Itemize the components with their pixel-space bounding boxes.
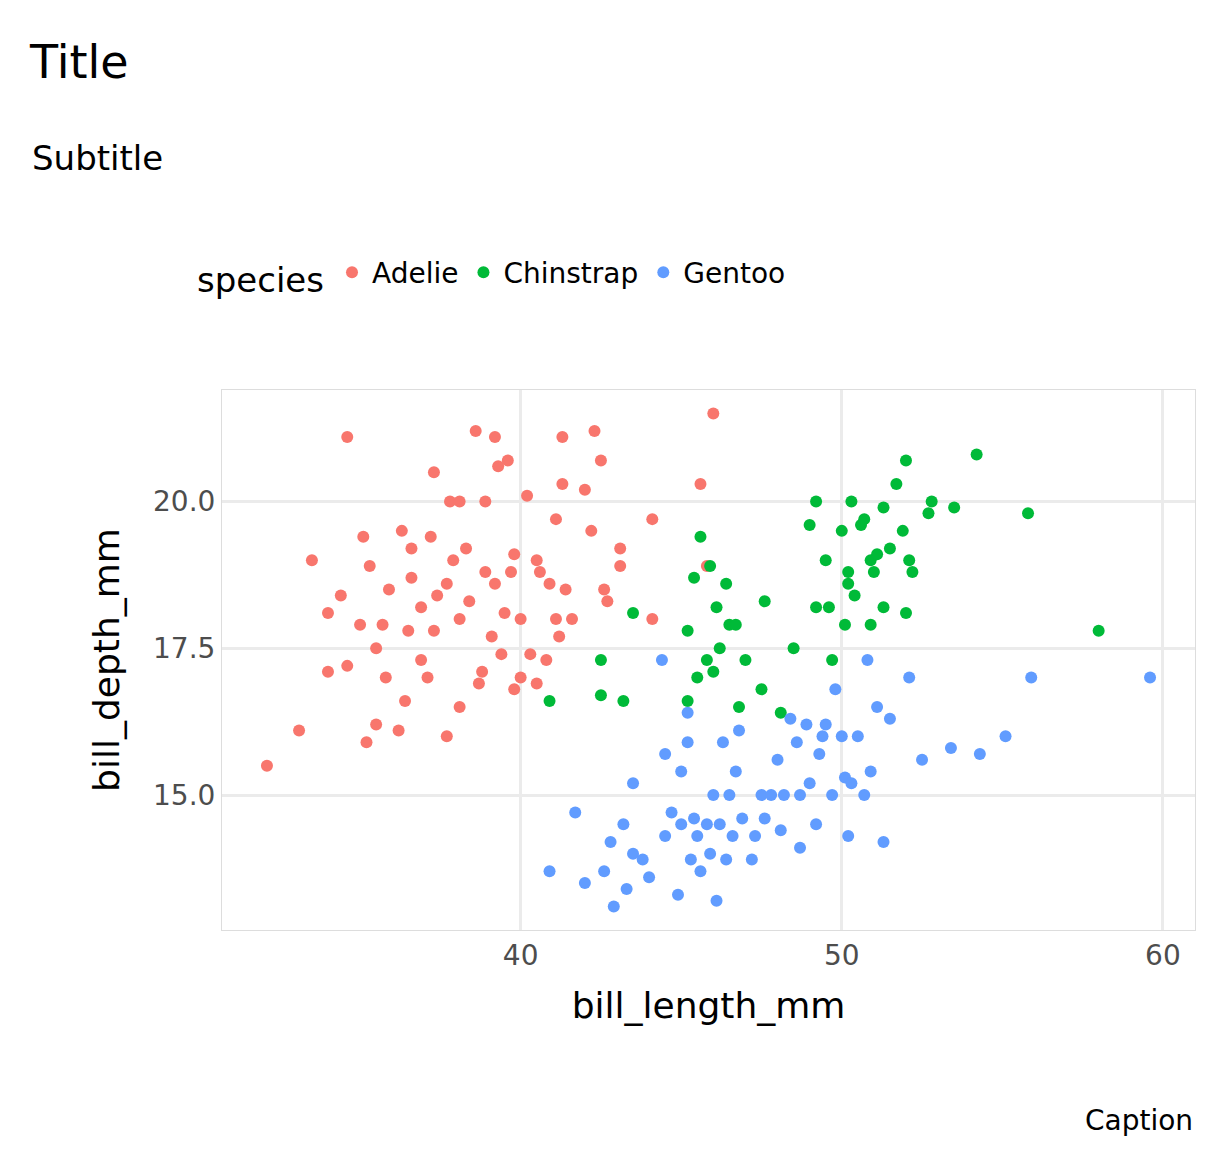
svg-text:50: 50 bbox=[824, 939, 860, 972]
svg-text:20.0: 20.0 bbox=[153, 485, 215, 518]
svg-text:Subtitle: Subtitle bbox=[32, 138, 163, 178]
svg-text:bill_depth_mm: bill_depth_mm bbox=[86, 528, 127, 792]
svg-text:60: 60 bbox=[1145, 939, 1181, 972]
svg-text:Chinstrap: Chinstrap bbox=[503, 257, 638, 290]
svg-text:Caption: Caption bbox=[1085, 1104, 1193, 1137]
svg-text:Adelie: Adelie bbox=[372, 257, 458, 290]
svg-text:17.5: 17.5 bbox=[153, 632, 215, 665]
svg-text:species: species bbox=[197, 260, 324, 300]
svg-text:Title: Title bbox=[29, 35, 129, 89]
svg-text:bill_length_mm: bill_length_mm bbox=[572, 985, 846, 1026]
svg-text:40: 40 bbox=[503, 939, 539, 972]
svg-text:Gentoo: Gentoo bbox=[683, 257, 785, 290]
svg-text:15.0: 15.0 bbox=[153, 779, 215, 812]
